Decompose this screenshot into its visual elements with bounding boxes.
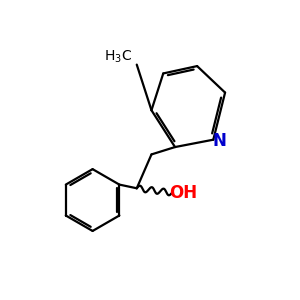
Text: H$_3$C: H$_3$C	[104, 49, 132, 65]
Text: N: N	[213, 132, 227, 150]
Text: OH: OH	[169, 184, 197, 202]
